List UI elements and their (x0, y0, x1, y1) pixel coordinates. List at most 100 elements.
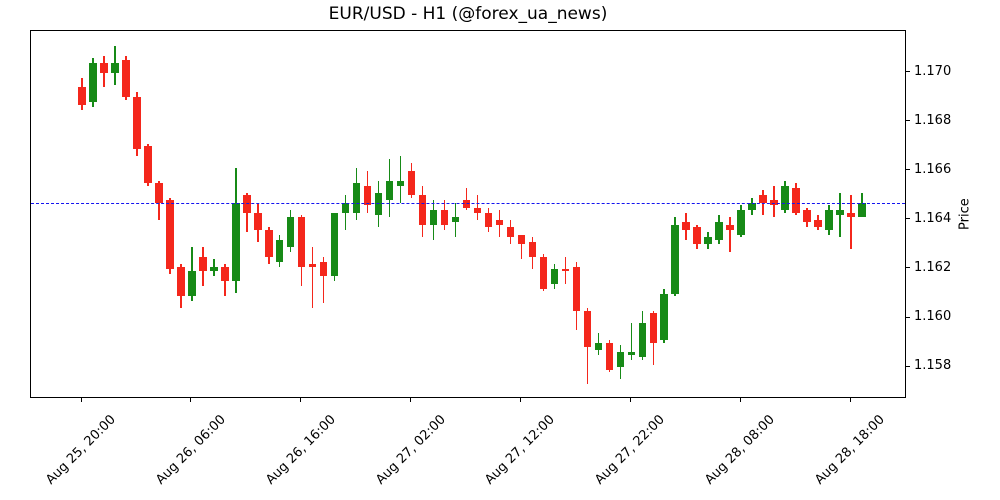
candle-wick (630, 322, 633, 360)
candle-wick (311, 246, 314, 309)
candle-body (111, 62, 119, 73)
candle-body (243, 195, 251, 213)
candle-body (550, 268, 559, 284)
candle-body (495, 219, 504, 225)
x-tick-label: Aug 27, 12:00 (482, 412, 559, 488)
candle-body (506, 227, 515, 238)
candle-body (166, 200, 174, 269)
candle-body (517, 234, 526, 245)
candle-body (847, 212, 855, 218)
candle-body (100, 62, 108, 73)
x-tick (190, 398, 192, 402)
candle-wick (839, 192, 841, 238)
x-tick (519, 398, 521, 402)
candle-body (627, 352, 636, 355)
x-tick-label: Aug 28, 08:00 (702, 412, 778, 488)
candle-body (781, 185, 789, 211)
current-price-line (31, 202, 905, 204)
candle-body (89, 62, 97, 103)
candle-body (374, 192, 383, 215)
candle-body (451, 217, 460, 223)
candle-body (232, 202, 240, 282)
candle-body (814, 219, 822, 228)
y-tick-label: 1.162 (914, 259, 952, 275)
candle-wick (246, 192, 248, 233)
candle-body (330, 212, 339, 277)
y-tick-label: 1.168 (914, 112, 952, 128)
candle-body (561, 268, 570, 272)
candle-body (396, 180, 405, 186)
candle-body (155, 183, 163, 203)
candle-body (385, 180, 394, 201)
candle-body (341, 202, 350, 213)
x-tick (300, 398, 302, 402)
plot-area (30, 30, 906, 398)
candle-body (715, 222, 723, 240)
candle-wick (520, 234, 523, 260)
candle-body (594, 342, 603, 350)
y-tick (906, 267, 910, 269)
candle-body (737, 210, 745, 235)
candle-body (704, 237, 712, 245)
candle-wick (399, 156, 402, 203)
y-tick (906, 218, 910, 220)
candle-body (199, 256, 207, 272)
candle-body (418, 195, 427, 225)
x-tick-label: Aug 26, 06:00 (153, 412, 229, 488)
candle-body (572, 266, 581, 311)
candle-body (363, 185, 372, 206)
candle-body (308, 264, 317, 267)
candle-body (583, 310, 592, 348)
y-tick-label: 1.160 (914, 309, 952, 325)
y-tick-label: 1.166 (914, 161, 952, 177)
candle-body (528, 241, 537, 257)
candle-body (462, 200, 471, 208)
candle-wick (344, 195, 347, 230)
candle-body (297, 217, 306, 267)
y-tick (906, 365, 910, 367)
candle-body (803, 210, 811, 223)
y-tick (906, 316, 910, 318)
x-tick (849, 398, 851, 402)
candle-wick (465, 188, 468, 211)
y-tick-label: 1.164 (914, 210, 952, 226)
candle-body (473, 207, 482, 213)
y-tick (906, 71, 910, 73)
candle-body (649, 313, 657, 343)
candle-body (210, 266, 218, 272)
candle-body (440, 210, 449, 225)
candle-body (286, 217, 295, 247)
candle-body (638, 322, 647, 358)
candle-body (616, 352, 625, 368)
candle-body (429, 210, 438, 225)
candle-body (671, 224, 679, 294)
candle-body (177, 266, 185, 296)
candle-body (726, 224, 734, 230)
candle-body (825, 210, 833, 230)
y-tick (906, 120, 910, 122)
candle-body (78, 87, 86, 105)
x-tick (629, 398, 631, 402)
candle-body (858, 202, 866, 218)
candle-body (221, 266, 229, 282)
candle-body (605, 342, 614, 370)
candle-body (539, 256, 548, 289)
y-tick-label: 1.158 (914, 358, 952, 374)
x-tick (80, 398, 82, 402)
candle-body (759, 195, 767, 203)
candle-body (319, 261, 328, 277)
candle-body (693, 227, 701, 245)
x-tick-label: Aug 25, 20:00 (43, 412, 119, 488)
candle-body (254, 212, 262, 230)
y-tick-label: 1.170 (914, 63, 952, 79)
candle-body (748, 202, 756, 211)
chart-title: EUR/USD - H1 (@forex_ua_news) (328, 4, 608, 24)
candle-body (122, 60, 130, 98)
candle-body (133, 97, 141, 149)
candle-body (407, 170, 416, 196)
candle-body (275, 239, 284, 262)
candle-body (792, 188, 800, 213)
y-axis-title: Price (957, 198, 973, 230)
y-tick (906, 169, 910, 171)
